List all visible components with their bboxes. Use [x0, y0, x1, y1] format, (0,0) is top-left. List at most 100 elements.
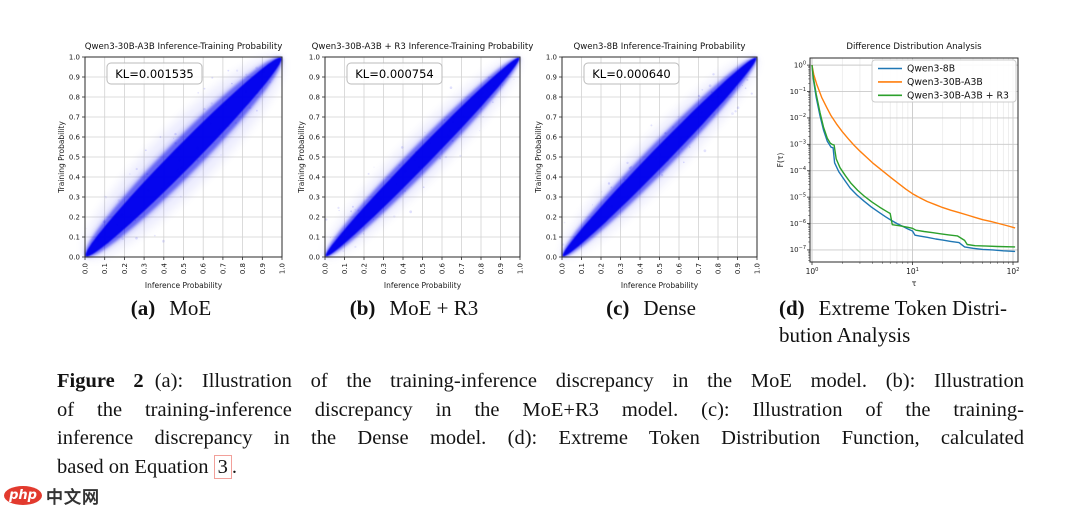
panel-title: Difference Distribution Analysis: [846, 42, 982, 52]
y-tick-label: 10−6: [790, 219, 806, 228]
y-tick-label: 0.8: [546, 94, 557, 102]
y-tick-label: 0.2: [69, 214, 80, 222]
y-tick-label: 0.4: [546, 174, 558, 182]
x-tick-label: 0.0: [322, 263, 330, 274]
subcaption-c-text: Dense: [643, 296, 696, 320]
x-tick-label: 0.9: [259, 263, 267, 274]
panel-title: Qwen3-30B-A3B Inference-Training Probabi…: [85, 42, 283, 52]
y-tick-label: 0.5: [309, 154, 320, 162]
y-tick-label: 10−4: [790, 166, 806, 175]
caption-line-3: inference discrepancy in the Dense model…: [57, 427, 1024, 449]
x-tick-label: 0.7: [219, 263, 227, 274]
equation-3-reference[interactable]: 3: [213, 454, 232, 479]
kl-annotation-text: KL=0.000640: [592, 67, 670, 81]
legend: Qwen3-8B Qwen3-30B-A3B Qwen3-30B-A3B + R3: [871, 59, 1017, 103]
x-tick-label: 0.9: [734, 263, 742, 274]
x-tick-label: 102: [1007, 267, 1020, 276]
y-tick-label: 0.9: [546, 74, 557, 82]
x-tick-label: 0.2: [598, 263, 606, 274]
kl-annotation-text: KL=0.000754: [355, 67, 433, 81]
subcaption-c-label: (c): [606, 296, 630, 320]
x-tick-label: 1.0: [279, 263, 287, 274]
y-tick-label: 0.6: [309, 134, 321, 142]
y-tick-label: 0.4: [309, 174, 321, 182]
y-tick-label: 0.3: [69, 194, 80, 202]
y-tick-label: 0.5: [546, 154, 557, 162]
x-tick-label: 0.3: [141, 263, 149, 274]
x-tick-label: 0.1: [578, 263, 586, 274]
x-tick-label: 0.5: [656, 263, 664, 274]
subcaption-b: (b) MoE + R3: [300, 295, 528, 322]
watermark-site-text: 中文网: [46, 488, 100, 507]
legend-label-1: Qwen3-30B-A3B: [907, 77, 983, 88]
y-tick-label: 0.9: [69, 74, 80, 82]
kl-annotation-box: [346, 62, 443, 85]
x-axis-label: τ: [912, 279, 917, 288]
y-tick-label: 0.1: [546, 234, 557, 242]
y-tick-label: 0.5: [69, 154, 80, 162]
x-tick-label: 0.6: [439, 262, 447, 274]
x-axis-label: Inference Probability: [145, 281, 223, 290]
x-tick-label: 0.5: [419, 263, 427, 274]
kl-annotation-box: [106, 62, 203, 85]
php-logo-icon: php: [4, 486, 42, 505]
series-line-1: [811, 64, 1016, 229]
y-tick-label: 10−3: [790, 140, 806, 149]
subcaption-d-text-line1: Extreme Token Distri-: [818, 296, 1007, 320]
x-tick-label: 0.8: [478, 263, 486, 274]
y-tick-label: 0.1: [69, 234, 80, 242]
y-axis-label: F(τ): [776, 153, 785, 168]
x-axis-label: Inference Probability: [621, 281, 699, 290]
x-tick-label: 0.1: [341, 263, 349, 274]
legend-label-2: Qwen3-30B-A3B + R3: [907, 90, 1009, 101]
y-tick-label: 0.4: [69, 174, 81, 182]
y-tick-label: 10−2: [790, 113, 806, 122]
panel-d: 100 101 102 100 10−1 10−2 10−3 10−4 10−5 10−6 10−7…: [776, 42, 1019, 288]
x-tick-label: 1.0: [517, 263, 525, 274]
caption-line-4: based on Equation 3.: [57, 453, 1024, 482]
y-tick-label: 1.0: [546, 54, 557, 62]
subcaption-b-label: (b): [349, 296, 376, 320]
y-tick-label: 0.2: [309, 214, 320, 222]
y-tick-label: 1.0: [69, 54, 80, 62]
x-tick-label: 0.0: [559, 263, 567, 274]
y-tick-label: 0.0: [546, 254, 557, 262]
y-tick-label: 0.2: [546, 214, 557, 222]
x-tick-label: 100: [806, 267, 819, 276]
legend-label-0: Qwen3-8B: [907, 64, 955, 75]
kl-annotation-text: KL=0.001535: [115, 67, 193, 81]
kl-annotation-box: [583, 62, 680, 85]
y-tick-label: 1.0: [309, 54, 320, 62]
x-tick-label: 0.9: [497, 263, 505, 274]
y-tick-label: 0.7: [69, 114, 80, 122]
caption-line-4-suffix: .: [231, 455, 237, 478]
y-tick-label: 0.8: [309, 94, 320, 102]
x-tick-label: 0.2: [121, 263, 129, 274]
y-tick-label: 0.6: [546, 134, 558, 142]
subcaption-d-text-line2: bution Analysis: [779, 323, 911, 347]
subcaption-a: (a) MoE: [60, 295, 282, 322]
y-tick-label: 0.3: [309, 194, 320, 202]
x-tick-label: 0.4: [637, 262, 645, 274]
x-axis-label: Inference Probability: [384, 281, 462, 290]
subcaption-d-label: (d): [779, 296, 805, 320]
y-axis-label: Training Probability: [297, 121, 306, 194]
panel-b: 0.00.0 0.1 0.1 0.2 0.2 0.3 0.3 0.4 0.4 0.5 0.5 0.6 0…: [297, 42, 533, 290]
x-tick-label: 0.4: [160, 262, 168, 274]
x-tick-label: 0.0: [82, 263, 90, 274]
y-tick-label: 10−1: [790, 87, 806, 96]
x-tick-label: 0.4: [400, 262, 408, 274]
subcaption-d: (d) Extreme Token Distri- bution Analysis: [779, 295, 1031, 349]
figure-caption: Figure 2 (a): Illustration of the trainin…: [57, 367, 1024, 481]
x-tick-label: 0.7: [458, 263, 466, 274]
x-tick-label: 0.5: [180, 263, 188, 274]
x-tick-label: 0.3: [380, 263, 388, 274]
y-tick-label: 0.1: [309, 234, 320, 242]
x-tick-label: 0.8: [715, 263, 723, 274]
y-tick-label: 0.0: [69, 254, 80, 262]
php-logo-text: php: [9, 488, 37, 503]
x-tick-label: 101: [906, 267, 919, 276]
caption-line-4-prefix: based on Equation: [57, 455, 209, 478]
subcaption-c: (c) Dense: [537, 295, 765, 322]
y-tick-label: 0.0: [309, 254, 320, 262]
